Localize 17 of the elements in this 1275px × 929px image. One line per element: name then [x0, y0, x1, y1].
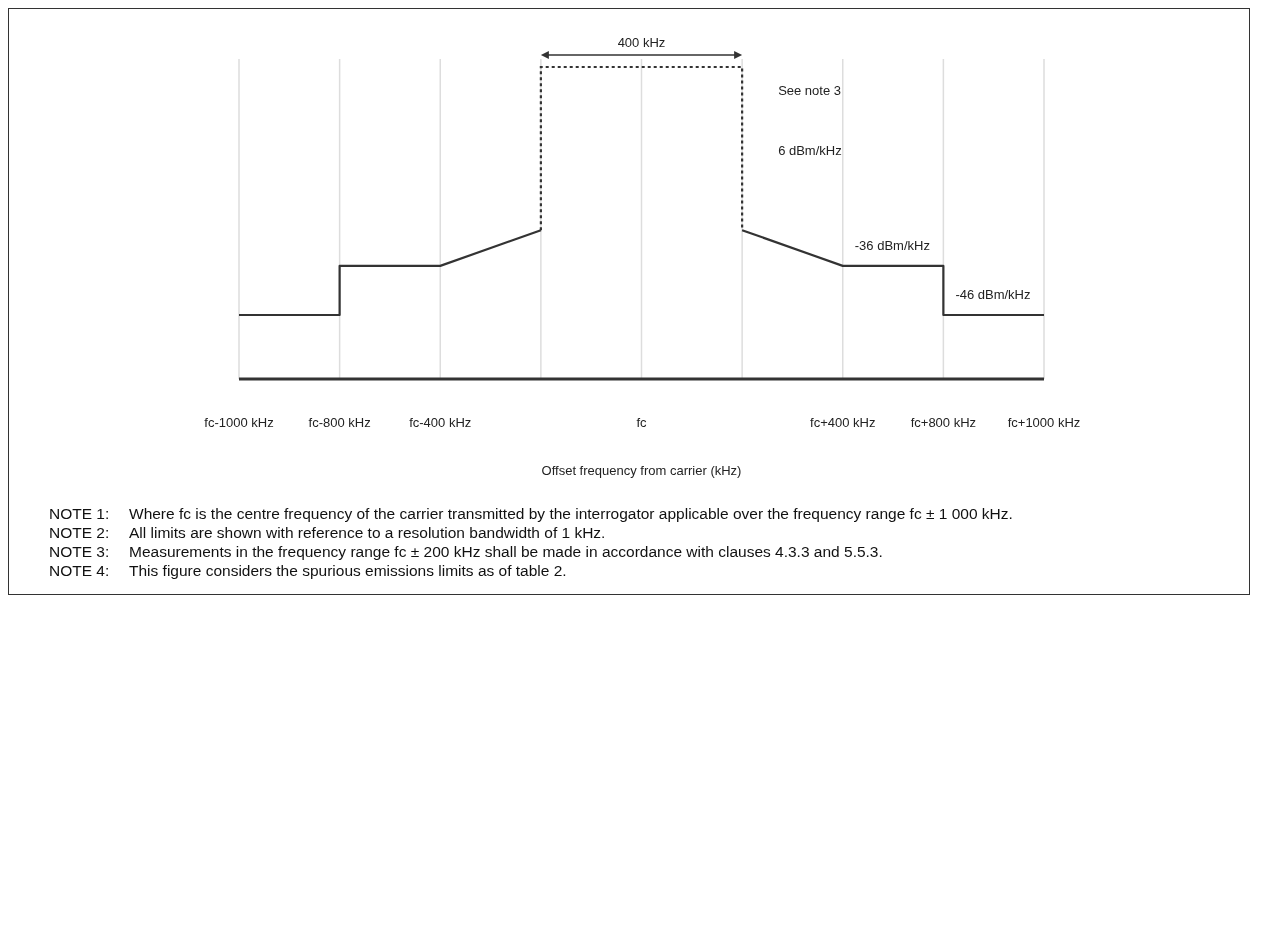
x-axis-title: Offset frequency from carrier (kHz) — [540, 463, 743, 478]
text: NOTE 3: Measurements in the frequency range fc ± 200 kHz shall be made in accordance with clauses 4.3.3 and 5.5.3. — [49, 543, 883, 560]
annotation: -46 dBm/kHz — [955, 287, 1031, 302]
text: 6 dBm/kHz — [778, 143, 842, 159]
x-tick-label: fc+400 kHz — [810, 415, 876, 430]
text: NOTE 4: This figure considers the spurious emissions limits as of table 2. — [49, 562, 567, 579]
x-tick-label: fc-1000 kHz — [204, 415, 274, 430]
text: NOTE 2: All limits are shown with reference to a resolution bandwidth of 1 kHz. — [49, 524, 606, 541]
text: 400 kHz — [617, 35, 666, 50]
x-tick-label: fc+1000 kHz — [1007, 415, 1081, 430]
text: NOTE 1: Where fc is the centre frequency of the carrier transmitted by the interrogator applicable over the frequency range fc ± 1 000 kHz. — [49, 505, 1013, 522]
x-tick-label: fc-400 kHz — [409, 415, 472, 430]
x-tick-label: fc — [636, 415, 648, 430]
x-tick-label: fc-800 kHz — [308, 415, 371, 430]
annotation: -36 dBm/kHz — [854, 237, 930, 253]
text: See note 3 — [778, 83, 842, 98]
x-tick-label: fc+800 kHz — [910, 415, 977, 430]
